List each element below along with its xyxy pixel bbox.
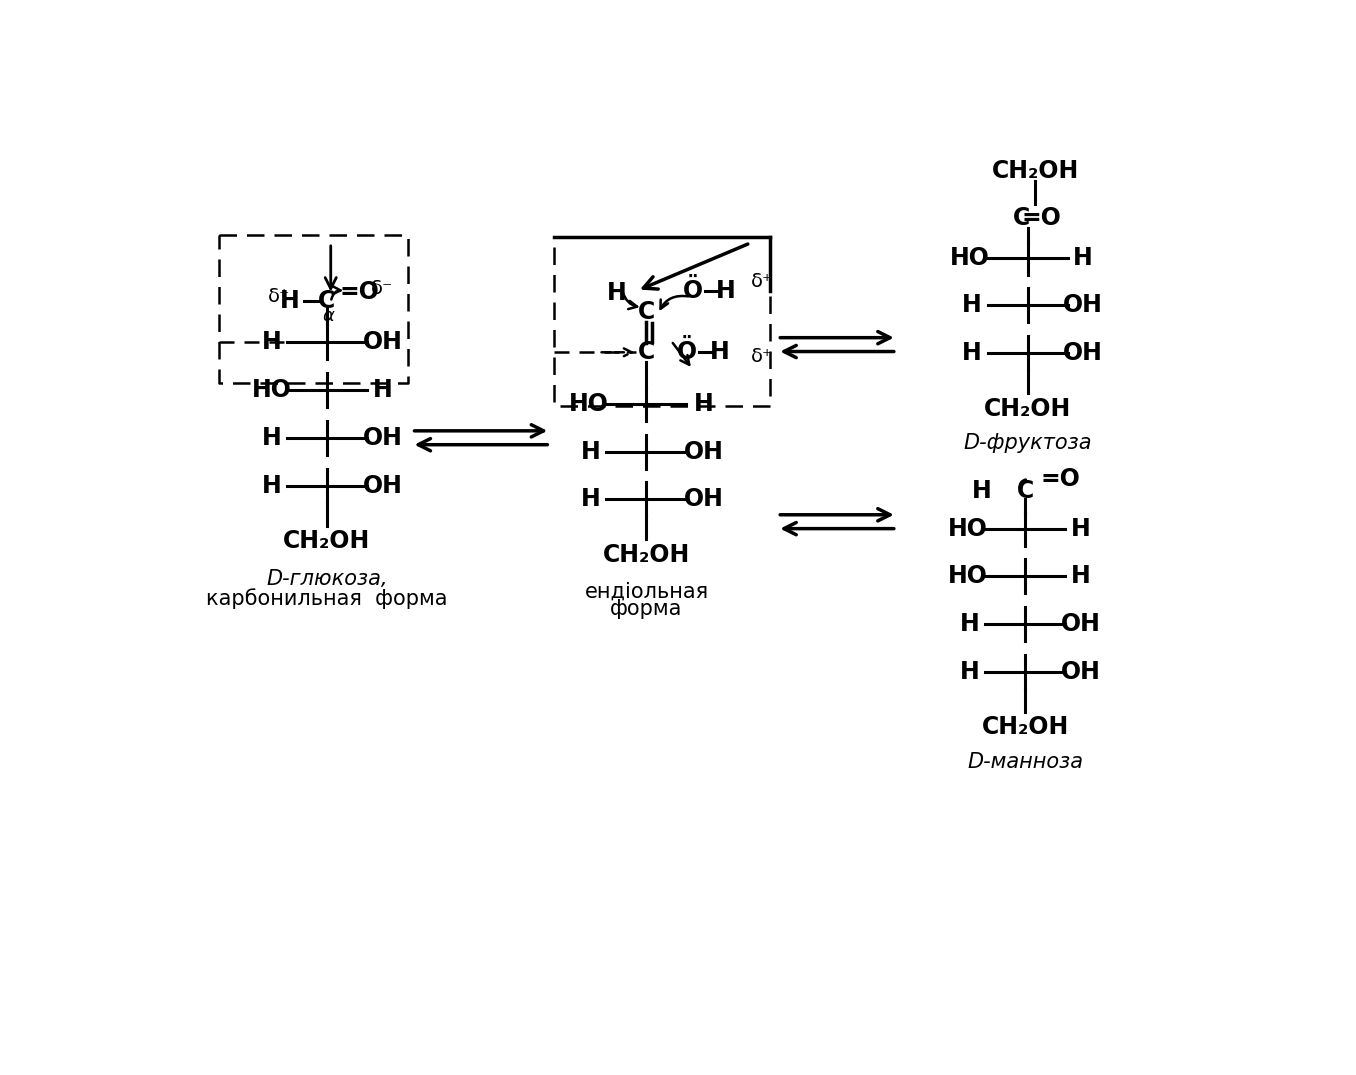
Text: =O: =O (1021, 205, 1062, 230)
Text: OH: OH (362, 426, 403, 449)
Text: H: H (1071, 564, 1090, 588)
Text: карбонильная  форма: карбонильная форма (206, 588, 447, 610)
Text: α: α (323, 307, 335, 325)
Text: D-фруктоза: D-фруктоза (963, 433, 1092, 454)
Text: =O: =O (1041, 468, 1081, 491)
Text: OH: OH (1063, 341, 1102, 366)
Text: H: H (582, 487, 601, 512)
Text: D-глюкоза,: D-глюкоза, (266, 570, 388, 589)
Text: H: H (262, 330, 281, 355)
Text: H: H (960, 660, 980, 684)
Text: OH: OH (685, 440, 724, 463)
Text: H: H (694, 392, 715, 416)
Text: CH₂OH: CH₂OH (991, 159, 1079, 184)
Text: H: H (963, 293, 982, 317)
Text: C: C (1017, 478, 1033, 503)
Text: OH: OH (1060, 612, 1101, 636)
Text: HO: HO (251, 378, 292, 402)
Text: OH: OH (362, 473, 403, 498)
Text: δ⁺: δ⁺ (268, 287, 290, 306)
Text: HO: HO (948, 564, 987, 588)
Text: δ⁺: δ⁺ (751, 272, 773, 291)
Text: OH: OH (685, 487, 724, 512)
Text: CH₂OH: CH₂OH (982, 715, 1069, 740)
Text: форма: форма (610, 599, 682, 619)
Text: H: H (281, 289, 300, 313)
Text: C: C (637, 341, 655, 364)
Text: H: H (716, 278, 735, 303)
Text: CH₂OH: CH₂OH (984, 397, 1071, 420)
Text: H: H (373, 378, 392, 402)
Text: H: H (971, 478, 991, 503)
Text: H: H (262, 426, 281, 449)
Text: CH₂OH: CH₂OH (603, 543, 690, 567)
Text: H: H (960, 612, 980, 636)
Text: H: H (1073, 245, 1093, 270)
Text: H: H (963, 341, 982, 366)
Text: HO: HO (568, 392, 609, 416)
Text: D-манноза: D-манноза (967, 751, 1083, 772)
Text: OH: OH (1060, 660, 1101, 684)
Text: =O: =O (339, 281, 380, 304)
Text: H: H (607, 281, 626, 305)
Text: Ö: Ö (677, 341, 697, 364)
Text: C: C (637, 300, 655, 325)
Text: δ⁺: δ⁺ (751, 346, 773, 366)
Text: H: H (709, 341, 730, 364)
Text: Ö: Ö (682, 278, 702, 303)
Text: HO: HO (948, 517, 987, 541)
Text: OH: OH (1063, 293, 1102, 317)
Text: HO: HO (951, 245, 990, 270)
Text: H: H (1071, 517, 1090, 541)
Text: H: H (582, 440, 601, 463)
Text: H: H (262, 473, 281, 498)
Text: OH: OH (362, 330, 403, 355)
Text: ендiольная: ендiольная (584, 582, 708, 602)
Text: C: C (1013, 205, 1031, 230)
Text: CH₂OH: CH₂OH (283, 529, 370, 553)
Text: C: C (319, 289, 335, 313)
Text: δ⁻: δ⁻ (372, 278, 393, 298)
